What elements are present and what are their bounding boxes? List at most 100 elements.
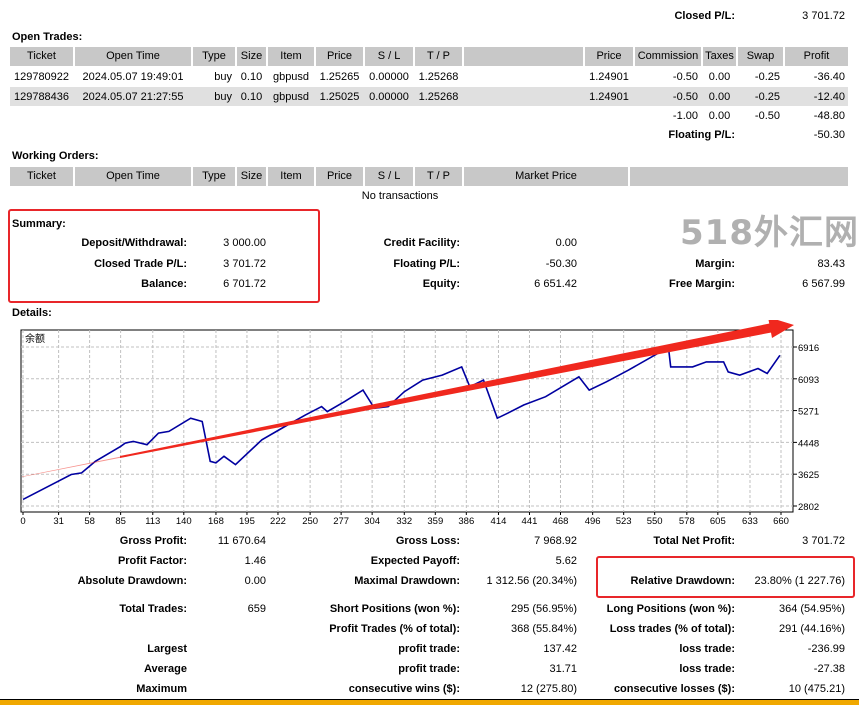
stat-label: Average <box>143 663 187 675</box>
stat-value: 5.62 <box>555 555 577 567</box>
details-title: Details: <box>12 307 52 319</box>
x-tick-label: 633 <box>742 516 758 527</box>
free-margin-label: Free Margin: <box>668 278 735 290</box>
y-tick-label: 2802 <box>798 502 819 513</box>
stat-value: -236.99 <box>807 643 845 655</box>
table-cell: 0.00 <box>708 91 731 103</box>
x-tick-label: 304 <box>364 516 380 527</box>
y-tick-label: 3625 <box>798 470 819 481</box>
x-tick-label: 496 <box>585 516 601 527</box>
closed-trade-pl-value: 3 701.72 <box>223 258 266 270</box>
trend-arrow-shaft <box>120 323 774 458</box>
balance-label: Balance: <box>141 278 187 290</box>
stat-value: 368 (55.84%) <box>510 623 577 635</box>
column-header[interactable]: Taxes <box>703 47 738 66</box>
total-profit: -48.80 <box>813 110 845 122</box>
stat-label: Long Positions (won %): <box>606 603 735 615</box>
y-tick-label: 5271 <box>798 407 819 418</box>
x-tick-label: 359 <box>427 516 443 527</box>
x-tick-label: 31 <box>53 516 64 527</box>
credit-label: Credit Facility: <box>383 237 460 249</box>
column-header[interactable]: Price <box>316 167 365 186</box>
summary-highlight-box <box>8 209 320 303</box>
stat-label: Short Positions (won %): <box>329 603 460 615</box>
stat-label: Profit Trades (% of total): <box>329 623 460 635</box>
floating-label: Floating P/L: <box>393 258 460 270</box>
x-tick-label: 605 <box>710 516 726 527</box>
stat-label: Maximal Drawdown: <box>354 575 460 587</box>
column-header[interactable]: Price <box>316 47 365 66</box>
column-header[interactable]: S / L <box>365 167 415 186</box>
stat-value: 23.80% (1 227.76) <box>754 575 845 587</box>
column-header[interactable]: Size <box>237 47 268 66</box>
free-margin-value: 6 567.99 <box>802 278 845 290</box>
stat-value: 291 (44.16%) <box>778 623 845 635</box>
closed-pl-value: 3 701.72 <box>802 10 845 22</box>
plot-area <box>20 329 794 513</box>
table-cell: 0.00000 <box>369 71 409 83</box>
stat-value: 3 701.72 <box>802 535 845 547</box>
equity-value: 6 651.42 <box>534 278 577 290</box>
stat-value: 7 968.92 <box>534 535 577 547</box>
table-cell: -36.40 <box>813 71 845 83</box>
table-cell: buy <box>214 91 232 103</box>
x-tick-label: 660 <box>773 516 789 527</box>
column-header[interactable]: Type <box>193 47 237 66</box>
column-header[interactable]: Open Time <box>75 167 193 186</box>
x-tick-label: 277 <box>333 516 349 527</box>
stat-value: 11 670.64 <box>217 535 266 547</box>
total-taxes: 0.00 <box>708 110 731 122</box>
column-header[interactable]: Open Time <box>75 47 193 66</box>
column-header[interactable]: Item <box>268 167 316 186</box>
table-cell: 1.25268 <box>418 91 459 103</box>
column-header[interactable]: Commission <box>635 47 703 66</box>
column-header[interactable]: Price <box>585 47 635 66</box>
stat-value: 295 (56.95%) <box>510 603 577 615</box>
column-header[interactable]: Swap <box>738 47 785 66</box>
table-cell: 129788436 <box>13 91 70 103</box>
column-header[interactable] <box>464 47 585 66</box>
stat-value: 1.46 <box>244 555 266 567</box>
stat-label: Profit Factor: <box>117 555 187 567</box>
total-swap: -0.50 <box>754 110 780 122</box>
floating-pl-value: -50.30 <box>813 129 845 141</box>
stat-value: 659 <box>247 603 266 615</box>
column-header[interactable]: S / L <box>365 47 415 66</box>
table-cell: -0.50 <box>672 91 698 103</box>
column-header[interactable]: Ticket <box>10 47 75 66</box>
stat-value: 364 (54.95%) <box>778 603 845 615</box>
open-trades-title: Open Trades: <box>12 31 83 43</box>
column-header[interactable]: Type <box>193 167 237 186</box>
column-header[interactable] <box>630 167 850 186</box>
margin-value: 83.43 <box>817 258 845 270</box>
stat-value: 137.42 <box>543 643 577 655</box>
table-row-stripe <box>10 87 848 106</box>
table-cell: gbpusd <box>272 71 310 83</box>
column-header[interactable]: Size <box>237 167 268 186</box>
x-tick-label: 523 <box>616 516 632 527</box>
table-cell: 2024.05.07 19:49:01 <box>82 71 184 83</box>
column-header[interactable]: Item <box>268 47 316 66</box>
stat-label: profit trade: <box>398 663 460 675</box>
deposit-label: Deposit/Withdrawal: <box>81 237 187 249</box>
stat-label: Absolute Drawdown: <box>77 575 187 587</box>
margin-label: Margin: <box>695 258 735 270</box>
floating-value: -50.30 <box>545 258 577 270</box>
chart-title: 余额 <box>25 332 45 345</box>
balance-value: 6 701.72 <box>223 278 266 290</box>
table-cell: 1.25025 <box>319 91 360 103</box>
trend-arrow-head <box>768 320 794 338</box>
no-transactions-text: No transactions <box>361 190 439 202</box>
column-header[interactable]: T / P <box>415 167 464 186</box>
column-header[interactable]: T / P <box>415 47 464 66</box>
column-header[interactable]: Market Price <box>464 167 630 186</box>
stat-value: 1 312.56 (20.34%) <box>486 575 577 587</box>
stat-label: Largest <box>147 643 187 655</box>
stat-label: profit trade: <box>398 643 460 655</box>
x-tick-label: 58 <box>84 516 95 527</box>
table-cell: -12.40 <box>813 91 845 103</box>
column-header[interactable]: Profit <box>785 47 850 66</box>
stat-label: Gross Profit: <box>119 535 187 547</box>
stat-label: loss trade: <box>679 643 735 655</box>
column-header[interactable]: Ticket <box>10 167 75 186</box>
